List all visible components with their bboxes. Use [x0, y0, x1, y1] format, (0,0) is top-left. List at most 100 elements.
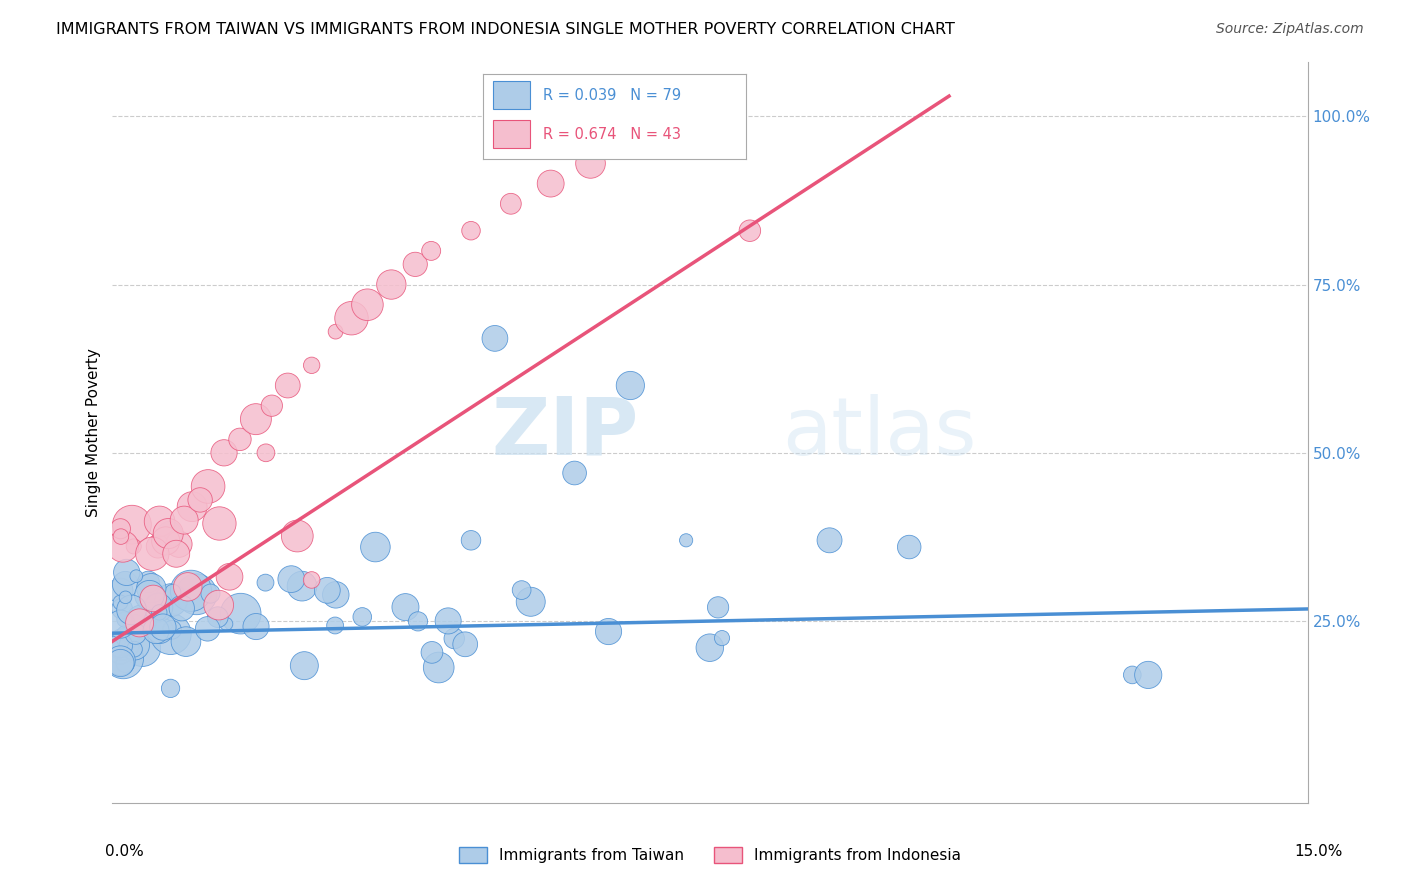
- Point: [427, 660, 450, 674]
- Point: [254, 575, 277, 590]
- Point: [110, 645, 132, 659]
- Point: [141, 547, 163, 561]
- Point: [898, 540, 921, 554]
- Point: [111, 601, 134, 615]
- Point: [152, 620, 174, 634]
- Point: [167, 537, 190, 551]
- Point: [340, 311, 363, 326]
- Point: [277, 378, 299, 392]
- Point: [110, 656, 132, 670]
- Point: [229, 433, 252, 447]
- Point: [356, 298, 378, 312]
- Point: [818, 533, 841, 548]
- Point: [325, 325, 347, 339]
- Point: [157, 526, 180, 541]
- Point: [173, 513, 195, 527]
- Point: [110, 530, 132, 544]
- Point: [301, 359, 323, 373]
- Point: [200, 586, 222, 600]
- Point: [112, 637, 135, 651]
- Point: [124, 616, 146, 631]
- Point: [394, 600, 416, 615]
- Point: [131, 613, 153, 627]
- Text: Source: ZipAtlas.com: Source: ZipAtlas.com: [1216, 22, 1364, 37]
- Point: [301, 573, 323, 587]
- Point: [254, 446, 277, 460]
- Point: [125, 569, 148, 583]
- Point: [148, 514, 170, 528]
- Point: [619, 378, 641, 392]
- Text: atlas: atlas: [782, 393, 976, 472]
- Point: [114, 591, 136, 605]
- Point: [197, 479, 219, 493]
- Point: [1121, 668, 1143, 682]
- Point: [699, 122, 721, 136]
- Point: [110, 522, 132, 536]
- Point: [186, 587, 208, 601]
- Point: [162, 585, 184, 599]
- Text: IMMIGRANTS FROM TAIWAN VS IMMIGRANTS FROM INDONESIA SINGLE MOTHER POVERTY CORREL: IMMIGRANTS FROM TAIWAN VS IMMIGRANTS FRO…: [56, 22, 955, 37]
- Point: [165, 547, 187, 561]
- Point: [420, 244, 443, 258]
- Point: [110, 595, 132, 609]
- Text: 15.0%: 15.0%: [1295, 845, 1343, 859]
- Point: [188, 492, 211, 507]
- Point: [138, 574, 160, 589]
- Point: [215, 617, 238, 632]
- Legend: Immigrants from Taiwan, Immigrants from Indonesia: Immigrants from Taiwan, Immigrants from …: [453, 841, 967, 869]
- Point: [579, 156, 602, 170]
- Point: [155, 533, 177, 548]
- Point: [159, 627, 181, 641]
- Point: [110, 654, 132, 668]
- Point: [711, 631, 734, 645]
- Point: [443, 632, 465, 646]
- Point: [406, 615, 429, 629]
- Point: [124, 638, 146, 652]
- Point: [404, 257, 426, 271]
- Point: [212, 446, 235, 460]
- Point: [738, 224, 761, 238]
- Point: [115, 566, 138, 580]
- Point: [114, 577, 136, 591]
- Text: ZIP: ZIP: [491, 393, 638, 472]
- Point: [111, 540, 134, 554]
- Point: [177, 580, 200, 594]
- Y-axis label: Single Mother Poverty: Single Mother Poverty: [86, 348, 101, 517]
- Point: [180, 583, 202, 598]
- Point: [110, 583, 132, 598]
- Point: [128, 615, 150, 630]
- Point: [291, 579, 314, 593]
- Point: [174, 634, 197, 648]
- Point: [218, 570, 240, 584]
- Point: [564, 466, 586, 480]
- Point: [124, 642, 146, 657]
- Point: [510, 583, 533, 598]
- Point: [112, 651, 135, 665]
- Point: [519, 595, 541, 609]
- Point: [121, 517, 143, 532]
- Point: [1137, 668, 1160, 682]
- Point: [420, 645, 443, 659]
- Point: [160, 593, 183, 607]
- Point: [454, 637, 477, 651]
- Point: [699, 640, 721, 655]
- Point: [170, 601, 193, 615]
- Point: [121, 603, 143, 617]
- Point: [229, 607, 252, 621]
- Point: [197, 622, 219, 636]
- Point: [364, 540, 387, 554]
- Point: [460, 224, 482, 238]
- Point: [260, 399, 283, 413]
- Point: [285, 529, 308, 543]
- Point: [380, 277, 402, 292]
- Point: [245, 412, 267, 426]
- Point: [112, 613, 135, 627]
- Point: [499, 196, 522, 211]
- Point: [707, 600, 730, 615]
- Point: [124, 627, 146, 641]
- Point: [159, 526, 181, 541]
- Point: [460, 533, 482, 548]
- Point: [598, 624, 620, 639]
- Point: [208, 598, 231, 612]
- Point: [437, 614, 460, 628]
